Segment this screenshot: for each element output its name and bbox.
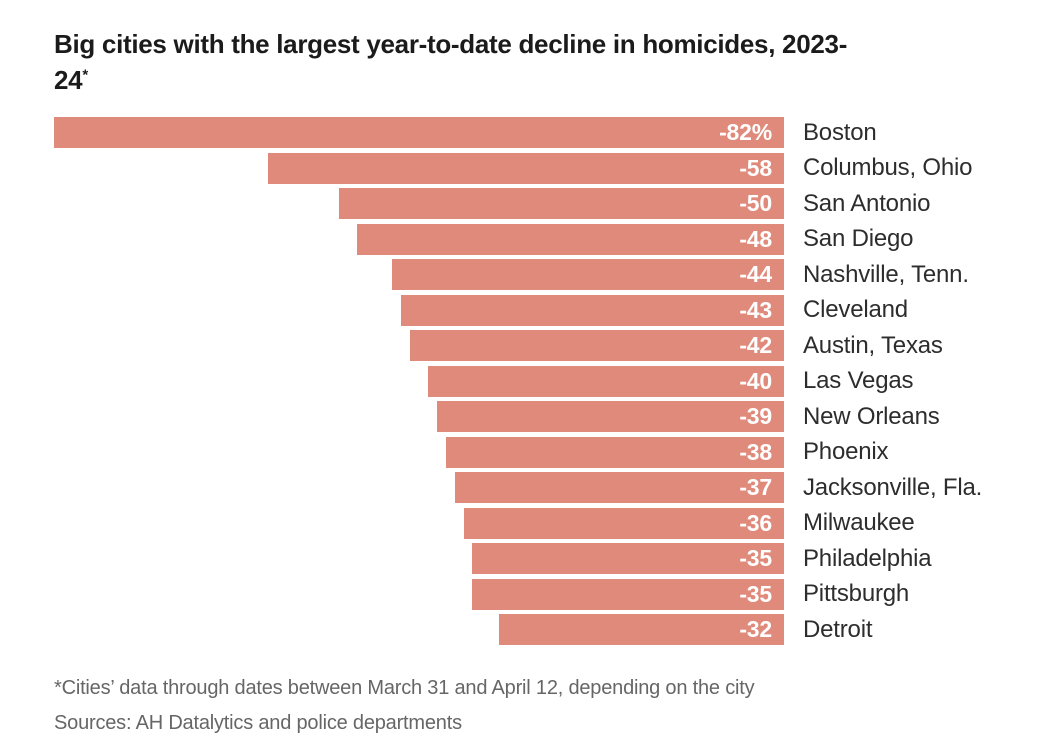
chart-title-line2: 24 [54, 65, 83, 95]
bar-track: -48 [54, 223, 784, 255]
bar-row: -58 Columbus, Ohio [54, 151, 1058, 187]
bar-row: -40 Las Vegas [54, 364, 1058, 400]
city-label: Jacksonville, Fla. [803, 473, 983, 501]
bar: -58 [267, 152, 784, 184]
bar-track: -39 [54, 401, 784, 433]
bar-track: -44 [54, 259, 784, 291]
bar-track: -50 [54, 188, 784, 220]
title-footnote-marker: * [82, 66, 88, 84]
bar-row: -38 Phoenix [54, 435, 1058, 471]
bar-value-label: -58 [739, 154, 772, 181]
bar: -43 [401, 294, 784, 326]
bar: -82% [54, 117, 784, 149]
bar: -40 [427, 365, 784, 397]
bar-track: -58 [54, 152, 784, 184]
bar: -48 [356, 223, 784, 255]
city-label: Phoenix [803, 438, 889, 466]
bar-value-label: -40 [739, 367, 772, 394]
city-label: Boston [803, 118, 877, 146]
chart-notes: *Cities’ data through dates between Marc… [54, 671, 1058, 741]
bar-row: -32 Detroit [54, 612, 1058, 648]
bar-track: -43 [54, 294, 784, 326]
bar-value-label: -50 [739, 190, 772, 217]
bar-value-label: -35 [739, 580, 772, 607]
bar-row: -39 New Orleans [54, 399, 1058, 435]
footnote: *Cities’ data through dates between Marc… [54, 676, 755, 699]
bar-value-label: -37 [739, 474, 772, 501]
bar-track: -35 [54, 578, 784, 610]
bar: -37 [454, 472, 784, 504]
city-label: Philadelphia [803, 544, 932, 572]
bar-row: -82% Boston [54, 115, 1058, 151]
bar: -35 [472, 578, 784, 610]
bar-value-label: -44 [739, 261, 772, 288]
bar: -38 [445, 436, 784, 468]
chart-title: Big cities with the largest year-to-date… [54, 26, 1058, 98]
bar-value-label: -35 [739, 545, 772, 572]
city-label: Detroit [803, 615, 873, 643]
bar-value-label: -38 [739, 438, 772, 465]
bar-value-label: -82% [719, 119, 772, 146]
bar-value-label: -43 [739, 296, 772, 323]
city-label: Pittsburgh [803, 580, 910, 608]
bar-row: -42 Austin, Texas [54, 328, 1058, 364]
bar-chart: -82% Boston -58 Columbus, Ohio -50 San Antoni… [54, 115, 1058, 648]
bar-track: -35 [54, 543, 784, 575]
bar: -35 [472, 543, 784, 575]
bar: -39 [436, 401, 784, 433]
bar-track: -40 [54, 365, 784, 397]
city-label: Nashville, Tenn. [803, 260, 969, 288]
bar: -36 [463, 507, 784, 539]
bar-row: -35 Philadelphia [54, 541, 1058, 577]
chart-title-line1: Big cities with the largest year-to-date… [54, 29, 848, 59]
city-label: Las Vegas [803, 367, 914, 395]
bar-row: -36 Milwaukee [54, 506, 1058, 542]
city-label: New Orleans [803, 402, 940, 430]
city-label: Cleveland [803, 296, 908, 324]
bar-track: -42 [54, 330, 784, 362]
city-label: San Antonio [803, 189, 931, 217]
city-label: Milwaukee [803, 509, 915, 537]
bar-row: -44 Nashville, Tenn. [54, 257, 1058, 293]
bar-row: -43 Cleveland [54, 293, 1058, 329]
city-label: Columbus, Ohio [803, 154, 973, 182]
bar-value-label: -36 [739, 509, 772, 536]
bar-track: -37 [54, 472, 784, 504]
city-label: San Diego [803, 225, 914, 253]
bar-row: -50 San Antonio [54, 186, 1058, 222]
bar-row: -35 Pittsburgh [54, 577, 1058, 613]
bar: -32 [499, 614, 784, 646]
bar: -44 [392, 259, 784, 291]
bar-value-label: -39 [739, 403, 772, 430]
bar-track: -82% [54, 117, 784, 149]
bar-row: -37 Jacksonville, Fla. [54, 470, 1058, 506]
bar-value-label: -48 [739, 225, 772, 252]
bar: -50 [338, 188, 784, 220]
bar-track: -36 [54, 507, 784, 539]
bar-track: -32 [54, 614, 784, 646]
bar-value-label: -32 [739, 616, 772, 643]
bar-row: -48 San Diego [54, 222, 1058, 258]
city-label: Austin, Texas [803, 331, 943, 359]
bar: -42 [410, 330, 784, 362]
sources-line: Sources: AH Datalytics and police depart… [54, 711, 462, 734]
bar-track: -38 [54, 436, 784, 468]
bar-value-label: -42 [739, 332, 772, 359]
